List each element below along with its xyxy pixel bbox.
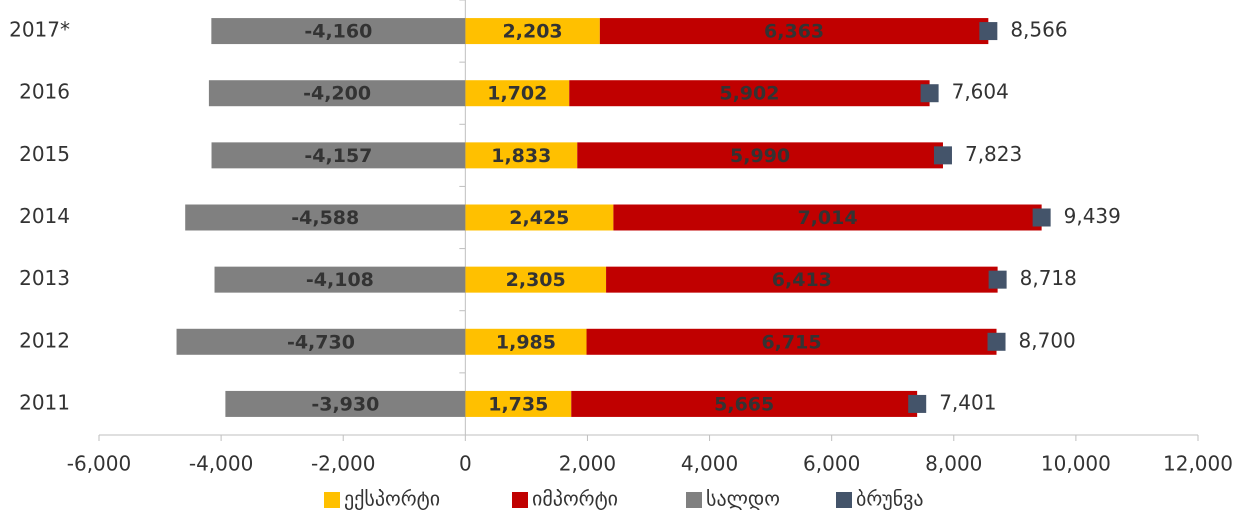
y-tick-label: 2017* (9, 18, 70, 42)
legend-label: ექსპორტი (344, 487, 440, 511)
bar (606, 266, 998, 293)
bar (465, 142, 578, 169)
bar (599, 18, 989, 45)
data-label: -4,200 (303, 83, 371, 105)
legend-swatch (324, 492, 340, 508)
turnover-marker (979, 22, 998, 41)
turnover-marker (933, 146, 952, 165)
bar (214, 266, 466, 293)
data-label: 9,439 (1064, 204, 1121, 228)
legend-swatch (836, 492, 852, 508)
bar (465, 390, 572, 417)
data-label: 5,990 (730, 145, 790, 167)
bar (465, 266, 607, 293)
data-label: 2,425 (509, 207, 569, 229)
data-label: 2,203 (503, 21, 563, 43)
x-tick-label: -2,000 (311, 452, 375, 476)
bar (211, 18, 466, 45)
data-label: -3,930 (311, 393, 379, 415)
bar (465, 18, 600, 45)
y-tick-label: 2011 (19, 390, 70, 414)
data-label: 8,566 (1010, 18, 1067, 42)
bar (185, 204, 466, 231)
x-tick-label: -6,000 (67, 452, 131, 476)
y-tick-label: 2013 (19, 266, 70, 290)
data-label: 8,700 (1019, 328, 1076, 352)
x-tick-label: 8,000 (925, 452, 982, 476)
bar (577, 142, 943, 169)
bar (569, 80, 930, 107)
bar (176, 328, 466, 355)
data-label: 6,363 (764, 21, 824, 43)
data-label: 5,665 (714, 393, 774, 415)
data-label: 1,735 (488, 393, 548, 415)
x-tick-label: 10,000 (1041, 452, 1111, 476)
turnover-marker (920, 84, 939, 103)
legend-label: ბრუნვა (856, 487, 924, 511)
data-label: 2,305 (506, 269, 566, 291)
data-label: 7,401 (939, 390, 996, 414)
turnover-marker (1032, 208, 1051, 227)
data-label: 7,604 (952, 80, 1009, 104)
turnover-marker (908, 394, 927, 413)
bar (613, 204, 1042, 231)
legend-swatch (512, 492, 528, 508)
data-label: 1,833 (491, 145, 551, 167)
x-tick-label: 12,000 (1163, 452, 1233, 476)
bar (586, 328, 997, 355)
x-tick-label: 2,000 (559, 452, 616, 476)
data-label: 8,718 (1020, 266, 1077, 290)
turnover-marker (987, 332, 1006, 351)
data-label: 6,413 (772, 269, 832, 291)
legend-label: სალდო (706, 487, 780, 511)
bar (211, 142, 466, 169)
bar (571, 390, 918, 417)
turnover-marker (988, 270, 1007, 289)
data-label: 7,823 (965, 142, 1022, 166)
data-label: -4,588 (291, 207, 359, 229)
bar (465, 80, 570, 107)
data-label: 7,014 (797, 207, 857, 229)
bar (208, 80, 466, 107)
data-label: -4,108 (306, 269, 374, 291)
bar (225, 390, 466, 417)
x-tick-label: -4,000 (189, 452, 253, 476)
data-label: 6,715 (761, 331, 821, 353)
y-tick-label: 2012 (19, 328, 70, 352)
data-label: -4,730 (287, 331, 355, 353)
data-label: -4,160 (304, 21, 372, 43)
legend-label: იმპორტი (532, 487, 618, 511)
y-tick-label: 2015 (19, 142, 70, 166)
data-label: 1,985 (496, 331, 556, 353)
bar (465, 328, 587, 355)
x-tick-label: 0 (459, 452, 472, 476)
y-tick-label: 2016 (19, 80, 70, 104)
data-label: 1,702 (487, 83, 547, 105)
legend-swatch (686, 492, 702, 508)
x-tick-label: 4,000 (681, 452, 738, 476)
data-label: 5,902 (719, 83, 779, 105)
x-tick-label: 6,000 (803, 452, 860, 476)
data-label: -4,157 (304, 145, 372, 167)
y-tick-label: 2014 (19, 204, 70, 228)
bar (465, 204, 614, 231)
